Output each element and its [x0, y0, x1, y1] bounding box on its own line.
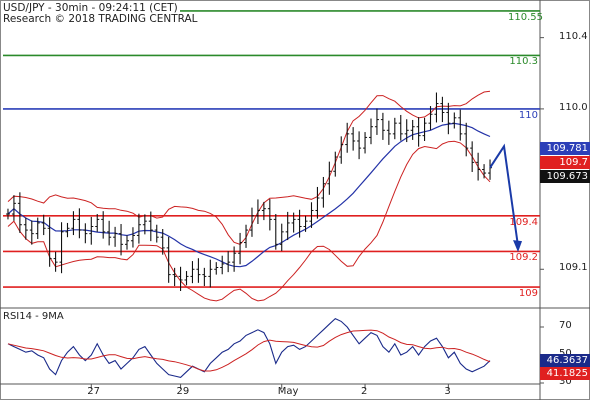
time-tick-label: 3 [444, 386, 451, 397]
rsi-tick-label: 70 [559, 320, 572, 331]
price-tick-label: 110.0 [559, 101, 588, 113]
rsi-tick-label: 30 [559, 376, 572, 387]
rsi-ma-line [7, 329, 491, 372]
level-label-pivot: 110 [518, 109, 538, 121]
level-label-resistance: 110.3 [509, 56, 538, 68]
rsi-label: RSI14 - 9MA [3, 311, 64, 322]
level-label-support: 109 [518, 288, 538, 300]
copyright-line: Research © 2018 TRADING CENTRAL [3, 13, 198, 25]
rsi-panel [7, 317, 491, 379]
price-tag: 109.673 [540, 170, 590, 184]
level-label-support: 109.4 [509, 216, 538, 228]
level-lines [3, 10, 540, 288]
level-label-resistance: 110.55 [508, 11, 543, 23]
projection-arrow [489, 143, 523, 253]
price-tick-label: 109.1 [559, 262, 588, 274]
moving-average [7, 122, 491, 268]
rsi-line [7, 317, 491, 379]
projection-path [489, 143, 520, 247]
rsi-tick-label: 50 [559, 348, 572, 359]
chart-title: USD/JPY - 30min - 09:24:11 (CET) [3, 2, 178, 14]
rsi-tag: 46.3637 [540, 354, 590, 368]
moving-average-line [7, 122, 491, 268]
price-candles [5, 92, 493, 292]
bollinger-bands [7, 90, 491, 302]
bollinger-lower [7, 140, 491, 302]
price-tick-label: 110.4 [559, 30, 588, 42]
price-tag: 109.781 [540, 141, 590, 155]
time-tick-label: 2 [361, 386, 368, 397]
time-tick-label: 27 [87, 386, 101, 397]
bollinger-upper [7, 90, 491, 245]
rsi-tag: 41.1825 [540, 367, 590, 381]
price-tag: 109.7 [540, 156, 590, 170]
level-label-support: 109.2 [509, 252, 538, 264]
projection-arrowhead [513, 240, 523, 253]
time-tick-label: May [277, 386, 299, 397]
time-tick-label: 29 [176, 386, 190, 397]
